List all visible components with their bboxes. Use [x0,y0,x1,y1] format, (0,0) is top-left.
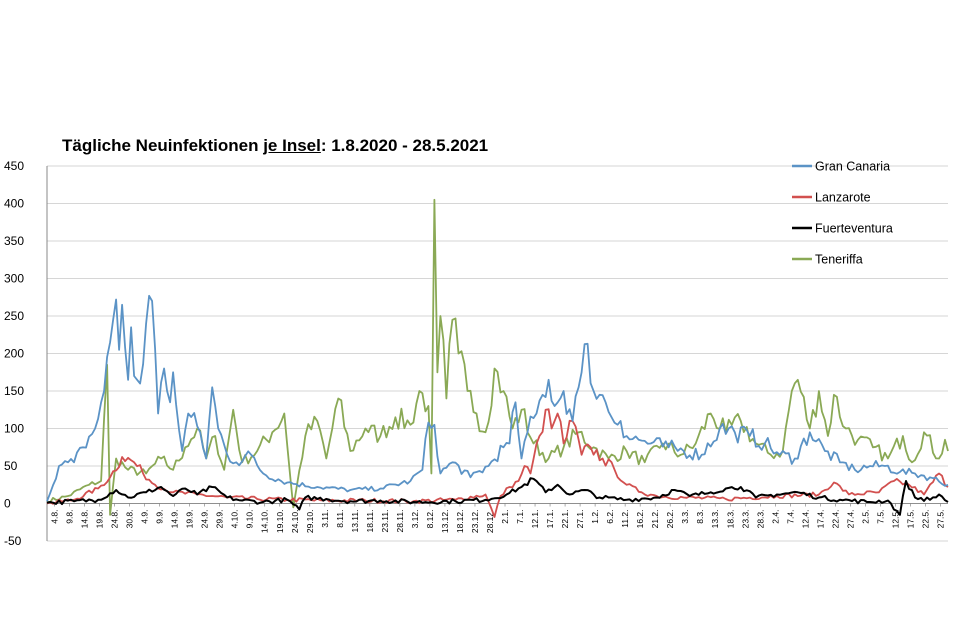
x-tick-label: 18.3. [725,510,735,529]
legend-label: Lanzarote [815,191,871,205]
x-tick-label: 14.9. [170,510,180,529]
x-tick-label: 23.11. [380,510,390,533]
x-tick-label: 8.3. [695,510,705,524]
series-line-gran-canaria [46,294,949,502]
x-tick-label: 16.2. [635,510,645,529]
x-tick-label: 6.2. [605,510,615,524]
x-tick-label: 2.5. [860,510,870,524]
x-tick-label: 29.9. [215,510,225,529]
x-tick-label: 17.4. [815,510,825,529]
gridlines [47,165,948,542]
x-tick-label: 28.11. [395,510,405,533]
x-tick-label: 4.9. [140,510,150,524]
x-tick-label: 4.10. [230,510,240,529]
x-tick-label: 30.8. [125,510,135,529]
x-tick-label: 22.4. [830,510,840,529]
y-tick-label: 450 [4,159,24,173]
x-tick-label: 23.12. [470,510,480,534]
y-tick-label: 300 [4,272,24,286]
x-tick-label: 26.2. [665,510,675,529]
x-tick-label: 8.12. [425,510,435,529]
x-tick-label: 3.11. [320,510,330,528]
x-tick-label: 29.10. [305,510,315,534]
x-tick-label: 24.10. [290,510,300,534]
x-tick-label: 24.8. [110,510,120,529]
legend-label: Fuerteventura [815,222,893,236]
y-tick-label: 400 [4,197,24,211]
y-tick-label: 200 [4,347,24,361]
x-tick-label: 12.1. [530,510,540,529]
x-tick-label: 24.9. [200,510,210,529]
series-line-teneriffa [46,198,949,516]
x-tick-label: 4.8. [50,510,60,524]
x-tick-label: 2.1. [500,510,510,524]
y-tick-label: 100 [4,422,24,436]
x-tick-label: 11.2. [620,510,630,528]
x-tick-label: 9.8. [65,510,75,524]
y-tick-label: 350 [4,234,24,248]
x-tick-label: 22.5. [920,510,930,529]
x-tick-label: 2.4. [770,510,780,524]
x-tick-label: 3.12. [410,510,420,529]
y-tick-label: 150 [4,384,24,398]
y-tick-label: 0 [4,497,11,511]
y-tick-label: -50 [4,534,22,548]
x-tick-label: 9.9. [155,510,165,524]
x-tick-label: 22.1. [560,510,570,529]
chart-title: Tägliche Neuinfektionen je Insel: 1.8.20… [62,136,489,155]
series-lines [46,198,949,518]
y-axis: -50 0 50 100 150 200 250 300 350 400 450 [4,159,48,548]
series-line-fuerteventura [46,477,949,516]
x-tick-label: 27.1. [575,510,585,529]
x-tick-label: 23.3. [740,510,750,529]
x-tick-label: 18.11. [365,510,375,533]
x-tick-label: 19.9. [185,510,195,529]
x-tick-label: 9.10. [245,510,255,529]
x-tick-label: 13.12. [440,510,450,534]
y-tick-label: 50 [4,459,18,473]
y-tick-label: 250 [4,309,24,323]
legend: Gran Canaria Lanzarote Fuerteventura Teneri… [792,160,893,267]
x-tick-label: 8.11. [335,510,345,528]
x-tick-label: 3.3. [680,510,690,524]
x-tick-label: 19.8. [95,510,105,529]
x-tick-label: 14.8. [80,510,90,529]
x-tick-label: 28.12. [485,510,495,534]
series-line-lanzarote [46,408,949,518]
legend-label: Gran Canaria [815,160,890,174]
x-tick-label: 12.5. [890,510,900,529]
x-tick-label: 12.4. [800,510,810,529]
x-tick-label: 19.10. [275,510,285,534]
x-tick-label: 7.1. [515,510,525,524]
x-tick-label: 7.5. [875,510,885,524]
x-tick-label: 28.3. [755,510,765,529]
x-tick-label: 7.4. [785,510,795,524]
x-tick-label: 14.10. [260,510,270,534]
x-tick-label: 27.5. [935,510,945,529]
x-tick-label: 13.3. [710,510,720,529]
legend-label: Teneriffa [815,253,863,267]
x-tick-label: 18.12. [455,510,465,534]
x-tick-label: 13.11. [350,510,360,533]
x-tick-label: 17.5. [905,510,915,529]
x-tick-label: 1.2. [590,510,600,524]
x-tick-label: 21.2. [650,510,660,529]
x-tick-label: 27.4. [845,510,855,529]
x-tick-label: 17.1. [545,510,555,529]
